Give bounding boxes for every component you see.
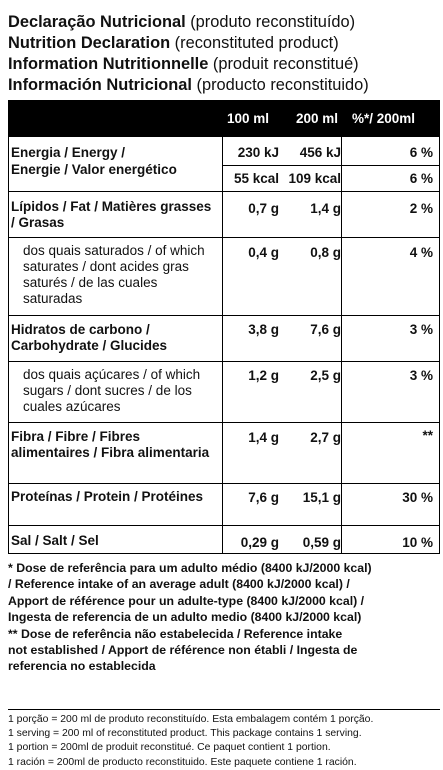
reference-notes: * Dose de referência para um adulto médi…: [8, 560, 440, 675]
energy-kcal-100: 55 kcal: [233, 171, 279, 186]
note-line: referencia no establecida: [8, 659, 156, 674]
serving-footer: 1 porção = 200 ml de produto reconstituí…: [8, 713, 440, 770]
energy-kcal-200: 109 kcal: [288, 171, 341, 186]
row-divider: [9, 483, 439, 484]
column-divider: [222, 137, 223, 553]
row-divider: [9, 191, 439, 192]
protein-100: 7,6 g: [248, 490, 279, 505]
header-100ml: 100 ml: [227, 111, 270, 126]
heading-en: Nutrition Declaration (reconstituted pro…: [8, 33, 440, 54]
fibre-200: 2,7 g: [310, 430, 341, 445]
sugars-label: dos quais açúcares / of which sugars / d…: [23, 367, 201, 414]
fibre-pct: **: [422, 428, 433, 443]
headings: Declaração Nutricional (produto reconsti…: [8, 12, 440, 96]
footer-line-pt: 1 porção = 200 ml de produto reconstituí…: [8, 714, 374, 725]
row-divider: [9, 361, 439, 362]
fat-pct: 2 %: [409, 201, 433, 216]
footer-divider: [8, 709, 440, 710]
carbs-100: 3,8 g: [248, 322, 279, 337]
nutrition-table: 100 ml 200 ml %*/ 200ml Energia / Energy…: [8, 100, 440, 554]
saturates-pct: 4 %: [409, 245, 433, 260]
sugars-200: 2,5 g: [310, 368, 341, 383]
heading-pt-normal: (produto reconstituído): [185, 13, 356, 31]
note-line: Apport de référence pour un adulte-type …: [8, 593, 365, 608]
heading-pt: Declaração Nutricional (produto reconsti…: [8, 12, 440, 33]
header-percent: %*/ 200ml: [352, 111, 416, 126]
protein-pct: 30 %: [402, 490, 433, 505]
heading-pt-bold: Declaração Nutricional: [8, 13, 186, 31]
row-divider: [9, 315, 439, 316]
fibre-100: 1,4 g: [248, 430, 279, 445]
heading-es: Información Nutricional (producto recons…: [8, 75, 440, 96]
fibre-label: Fibra / Fibre / Fibres alimentaires / Fi…: [11, 429, 210, 460]
note-line: ** Dose de referência não estabelecida /…: [8, 626, 343, 641]
row-divider: [223, 165, 439, 166]
note-line: * Dose de referência para um adulto médi…: [8, 561, 372, 575]
energy-kj-200: 456 kJ: [299, 145, 341, 160]
column-divider: [341, 137, 342, 553]
footer-line-fr: 1 portion = 200ml de produit reconstitué…: [8, 742, 331, 754]
heading-es-normal: (producto reconstituido): [191, 76, 369, 94]
footer-line-es: 1 ración = 200ml de producto reconstitui…: [8, 756, 357, 768]
heading-fr-bold: Information Nutritionnelle: [8, 55, 209, 73]
protein-label: Proteínas / Protein / Protéines: [11, 489, 204, 504]
row-divider: [9, 422, 439, 423]
note-line: Ingesta de referencia de un adulto medio…: [8, 610, 362, 625]
header-200ml: 200 ml: [296, 111, 339, 126]
salt-label: Sal / Salt / Sel: [11, 533, 99, 548]
saturates-100: 0,4 g: [248, 245, 279, 260]
note-line: not established / Apport de référence no…: [8, 643, 358, 658]
row-divider: [9, 525, 439, 526]
footer-line-en: 1 serving = 200 ml of reconstituted prod…: [8, 728, 362, 740]
carbs-200: 7,6 g: [310, 322, 341, 337]
carbs-pct: 3 %: [409, 322, 433, 337]
saturates-200: 0,8 g: [310, 245, 341, 260]
fat-200: 1,4 g: [310, 201, 341, 216]
sugars-100: 1,2 g: [248, 368, 279, 383]
heading-es-bold: Información Nutricional: [8, 76, 192, 94]
sugars-pct: 3 %: [409, 368, 433, 383]
note-line: / Reference intake of an average adult (…: [8, 577, 350, 592]
heading-en-bold: Nutrition Declaration: [8, 34, 171, 52]
energy-kcal-pct: 6 %: [409, 171, 433, 186]
carbs-label: Hidratos de carbono / Carbohydrate / Glu…: [11, 322, 168, 353]
protein-200: 15,1 g: [302, 490, 341, 505]
energy-kj-100: 230 kJ: [237, 145, 279, 160]
heading-fr-normal: (produit reconstitué): [208, 55, 359, 73]
saturates-label: dos quais saturados / of which saturates…: [23, 243, 205, 306]
salt-100: 0,29 g: [240, 535, 279, 550]
table-header: 100 ml 200 ml %*/ 200ml: [9, 101, 439, 137]
energy-label-1: Energia / Energy /: [11, 145, 126, 160]
row-divider: [9, 237, 439, 238]
salt-pct: 10 %: [402, 535, 433, 550]
salt-200: 0,59 g: [302, 535, 341, 550]
energy-label-2: Energie / Valor energético: [11, 162, 177, 177]
fat-100: 0,7 g: [248, 201, 279, 216]
heading-en-normal: (reconstituted product): [170, 34, 339, 52]
energy-kj-pct: 6 %: [409, 145, 433, 160]
fat-label: Lípidos / Fat / Matières grasses / Grasa…: [11, 199, 212, 230]
heading-fr: Information Nutritionnelle (produit reco…: [8, 54, 440, 75]
